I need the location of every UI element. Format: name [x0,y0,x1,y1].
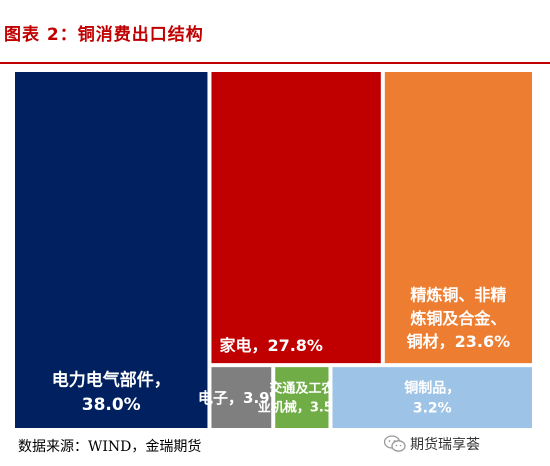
watermark-text: 期货瑞享荟 [410,437,480,453]
tile-5 [275,367,329,428]
tile-label-1: 电力电气部件， 38.0% [52,369,171,415]
watermark: 期货瑞享荟 [384,434,480,454]
title-rule [0,62,550,64]
chart-title: 图表 2：铜消费出口结构 [4,25,204,45]
tile-label-6: 铜制品， 3.2% [404,379,460,416]
tile-label-5: 交通及工农业机械，3.5% [258,381,346,416]
source-note: 数据来源：WIND，金瑞期货 [18,439,202,455]
tile-3 [384,72,532,364]
tile-label-2: 家电，27.8% [219,336,323,355]
tile-label-3: 精炼铜、非精炼铜及合金、铜材，23.6% [407,286,511,351]
tile-2 [211,72,381,364]
tile-6 [332,367,532,428]
tile-4 [211,367,272,428]
tile-1 [15,72,208,428]
tile-label-4: 电子，3.9% [198,389,285,407]
wechat-icon [384,435,406,452]
